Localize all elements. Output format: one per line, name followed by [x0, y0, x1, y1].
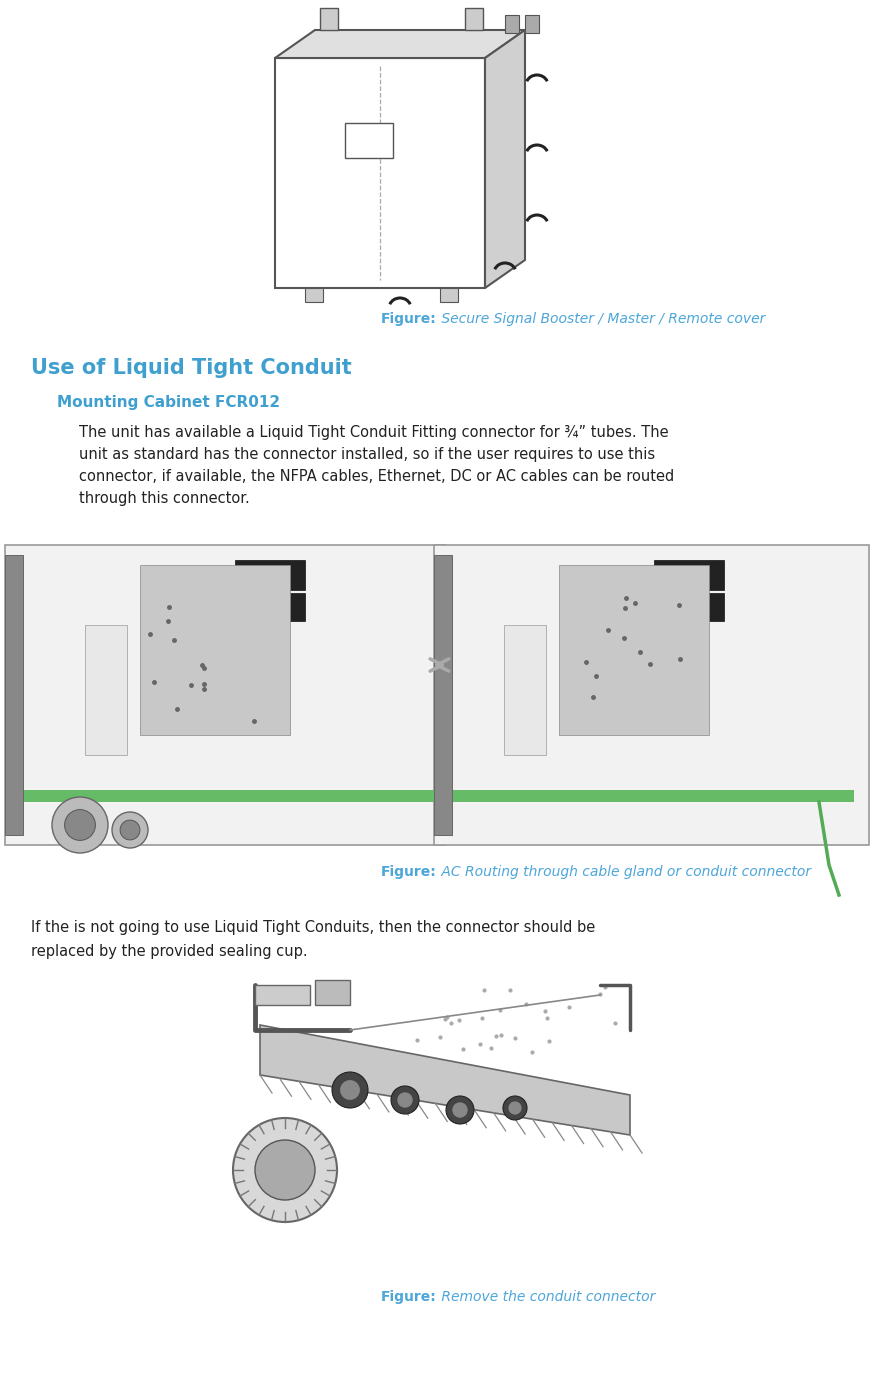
Text: Use of Liquid Tight Conduit: Use of Liquid Tight Conduit [31, 358, 351, 378]
Text: AC Routing through cable gland or conduit connector: AC Routing through cable gland or condui… [437, 865, 811, 879]
Polygon shape [485, 31, 525, 287]
Text: connector, if available, the NFPA cables, Ethernet, DC or AC cables can be route: connector, if available, the NFPA cables… [79, 469, 674, 484]
Circle shape [509, 1102, 522, 1115]
Text: Secure Signal Booster / Master / Remote cover: Secure Signal Booster / Master / Remote … [437, 312, 766, 326]
FancyBboxPatch shape [434, 555, 452, 836]
Circle shape [233, 1117, 337, 1221]
Circle shape [446, 1097, 474, 1124]
Text: Figure:: Figure: [381, 865, 437, 879]
FancyBboxPatch shape [654, 559, 724, 590]
Circle shape [120, 820, 140, 840]
Circle shape [65, 809, 95, 840]
FancyBboxPatch shape [5, 555, 23, 836]
FancyBboxPatch shape [315, 980, 350, 1005]
FancyBboxPatch shape [559, 565, 709, 736]
Polygon shape [260, 1024, 630, 1135]
Circle shape [332, 1072, 368, 1108]
Circle shape [391, 1085, 419, 1115]
FancyBboxPatch shape [220, 974, 660, 1270]
FancyBboxPatch shape [255, 985, 310, 1005]
Circle shape [255, 1140, 315, 1201]
FancyBboxPatch shape [85, 625, 127, 755]
Text: replaced by the provided sealing cup.: replaced by the provided sealing cup. [31, 944, 308, 959]
Text: Mounting Cabinet FCR012: Mounting Cabinet FCR012 [57, 396, 280, 409]
Text: If the is not going to use Liquid Tight Conduits, then the connector should be: If the is not going to use Liquid Tight … [31, 920, 595, 936]
Text: Remove the conduit connector: Remove the conduit connector [437, 1289, 656, 1303]
FancyBboxPatch shape [504, 625, 546, 755]
Text: The unit has available a Liquid Tight Conduit Fitting connector for ¾” tubes. Th: The unit has available a Liquid Tight Co… [79, 425, 669, 440]
Polygon shape [275, 58, 485, 287]
FancyBboxPatch shape [140, 565, 290, 736]
Text: Figure:: Figure: [381, 312, 437, 326]
FancyBboxPatch shape [440, 287, 458, 303]
FancyBboxPatch shape [305, 287, 323, 303]
Text: unit as standard has the connector installed, so if the user requires to use thi: unit as standard has the connector insta… [79, 447, 655, 462]
FancyBboxPatch shape [505, 15, 519, 33]
Circle shape [503, 1097, 527, 1120]
Circle shape [398, 1092, 413, 1108]
FancyBboxPatch shape [235, 559, 305, 590]
Text: Figure:: Figure: [381, 1289, 437, 1303]
FancyBboxPatch shape [654, 593, 724, 620]
Circle shape [52, 797, 108, 854]
FancyBboxPatch shape [5, 545, 445, 845]
FancyBboxPatch shape [525, 15, 539, 33]
FancyBboxPatch shape [320, 8, 338, 31]
Circle shape [112, 812, 148, 848]
FancyBboxPatch shape [434, 790, 854, 802]
Polygon shape [275, 31, 525, 58]
FancyBboxPatch shape [345, 124, 393, 158]
Circle shape [340, 1080, 360, 1099]
FancyBboxPatch shape [235, 593, 305, 620]
Text: through this connector.: through this connector. [79, 491, 249, 507]
FancyBboxPatch shape [465, 8, 483, 31]
FancyBboxPatch shape [434, 545, 869, 845]
Circle shape [453, 1102, 468, 1117]
FancyBboxPatch shape [8, 790, 444, 802]
